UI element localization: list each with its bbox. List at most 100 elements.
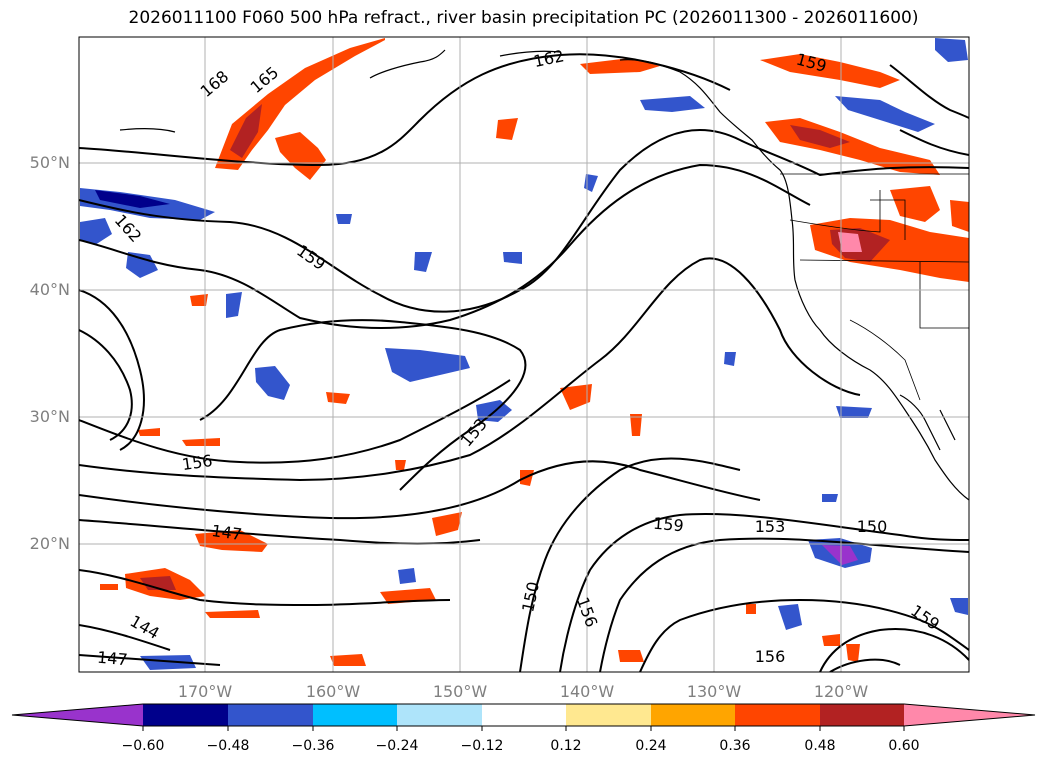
border-line xyxy=(870,199,906,240)
precip-patch xyxy=(822,545,858,565)
contour-line xyxy=(889,64,969,119)
map-title: 2026011100 F060 500 hPa refract., river … xyxy=(128,8,919,28)
contour-line xyxy=(79,289,145,451)
precip-patch xyxy=(890,186,940,222)
precip-patch xyxy=(580,58,660,74)
lon-tick-label: 160°W xyxy=(306,682,361,701)
lat-tick-label: 20°N xyxy=(30,534,70,553)
precip-patch xyxy=(326,392,350,404)
precip-patch xyxy=(835,96,935,132)
coastline xyxy=(119,128,176,133)
colorbar-tick-label: 0.36 xyxy=(719,738,750,754)
contour-label: 147 xyxy=(210,521,243,544)
precip-patch xyxy=(195,530,268,552)
precip-patch xyxy=(336,214,352,224)
precip-patch xyxy=(385,348,470,382)
colorbar-bin xyxy=(566,704,651,726)
precip-patch xyxy=(275,132,326,180)
contour-label: 147 xyxy=(96,648,128,670)
contour-line xyxy=(79,379,511,464)
colorbar-tick-label: −0.24 xyxy=(376,738,419,754)
colorbar-tick-label: 0.12 xyxy=(550,738,581,754)
contour-line xyxy=(79,53,731,167)
colorbar-bin xyxy=(820,704,904,726)
precip-patch xyxy=(182,438,220,446)
colorbar-extend-left xyxy=(12,704,143,726)
precip-patch xyxy=(790,125,850,148)
colorbar-tick-label: 0.60 xyxy=(888,738,919,754)
precip-patch xyxy=(630,414,642,436)
lat-tick-labels: 50°N 40°N 30°N 20°N xyxy=(30,153,70,553)
contour-line xyxy=(639,598,969,672)
colorbar-bin xyxy=(228,704,313,726)
precip-patch xyxy=(618,650,644,662)
contour-label: 153 xyxy=(755,517,786,536)
lon-tick-labels: 170°W 160°W 150°W 140°W 130°W 120°W xyxy=(178,682,869,701)
contour-label: 156 xyxy=(755,647,786,666)
colorbar-ticks xyxy=(142,726,905,731)
contour-label: 156 xyxy=(181,451,214,474)
lat-tick-label: 30°N xyxy=(30,407,70,426)
lon-tick-label: 140°W xyxy=(560,682,615,701)
border-line xyxy=(849,319,921,401)
precip-patch xyxy=(838,232,862,252)
colorbar-bin xyxy=(651,704,735,726)
contour-line xyxy=(79,329,133,441)
contour-line xyxy=(819,628,969,672)
precip-patch xyxy=(778,604,802,630)
colorbar-tick-label: −0.12 xyxy=(461,738,504,754)
colorbar-bin xyxy=(143,704,228,726)
height-contours xyxy=(79,53,969,672)
precip-patch xyxy=(140,655,196,670)
precip-patch xyxy=(414,252,432,272)
precip-patch xyxy=(230,104,262,158)
colorbar-tick-label: 0.48 xyxy=(804,738,835,754)
precip-patch xyxy=(255,366,290,400)
colorbar-tick-label: −0.48 xyxy=(207,738,250,754)
border-line xyxy=(799,259,969,263)
contour-line xyxy=(79,163,811,330)
coastline xyxy=(619,59,969,501)
precip-patch xyxy=(640,96,705,112)
precip-patch xyxy=(846,644,860,662)
precip-patch xyxy=(80,218,112,245)
precip-patch xyxy=(822,494,838,502)
contour-line xyxy=(79,569,451,607)
contour-line xyxy=(899,129,969,156)
precip-patch xyxy=(496,118,518,140)
colorbar-extend-right xyxy=(904,704,1035,726)
precip-patch xyxy=(935,38,968,62)
precip-patch xyxy=(432,512,462,536)
precip-patch xyxy=(215,38,385,170)
precip-patch xyxy=(190,294,208,306)
contour-line xyxy=(559,513,969,672)
precip-patch xyxy=(330,654,366,666)
political-borders xyxy=(780,173,969,401)
precip-patch xyxy=(520,470,534,486)
graticule xyxy=(79,37,969,672)
precip-patch xyxy=(950,598,968,615)
colorbar-tick-label: 0.24 xyxy=(635,738,666,754)
precip-patch xyxy=(398,568,416,584)
contour-label: 150 xyxy=(857,517,888,536)
colorbar: −0.60 −0.48 −0.36 −0.24 −0.12 0.12 0.24 … xyxy=(11,703,1036,754)
lon-tick-label: 150°W xyxy=(433,682,488,701)
coastline xyxy=(369,49,446,79)
coastlines xyxy=(119,49,969,501)
colorbar-tick-label: −0.36 xyxy=(292,738,335,754)
lon-tick-label: 170°W xyxy=(178,682,233,701)
colorbar-bin xyxy=(313,704,397,726)
lat-tick-label: 50°N xyxy=(30,153,70,172)
contour-line xyxy=(79,654,221,666)
colorbar-bin xyxy=(482,704,566,726)
lon-tick-label: 130°W xyxy=(687,682,742,701)
border-line xyxy=(919,262,969,329)
precip-patch xyxy=(724,352,736,366)
contour-line xyxy=(79,519,481,545)
precip-patch xyxy=(760,54,900,88)
precip-patch xyxy=(100,584,118,590)
colorbar-tick-labels: −0.60 −0.48 −0.36 −0.24 −0.12 0.12 0.24 … xyxy=(122,738,920,754)
precip-patch xyxy=(126,252,158,278)
border-line xyxy=(789,190,881,233)
